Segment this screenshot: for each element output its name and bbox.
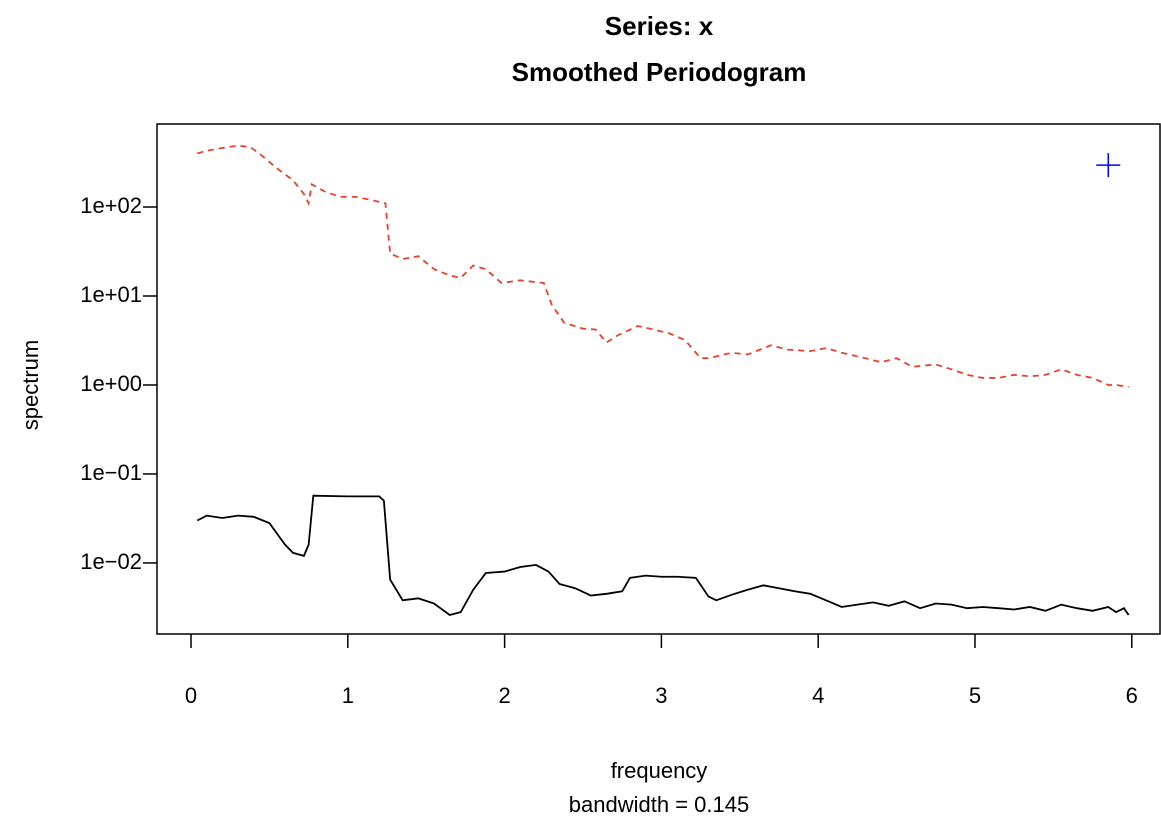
x-axis-sublabel: bandwidth = 0.145 (569, 792, 749, 817)
y-tick-label: 1e+02 (80, 193, 142, 218)
plot-frame (156, 123, 1161, 635)
x-tick-label: 4 (812, 683, 824, 708)
x-tick-label: 6 (1126, 683, 1138, 708)
y-tick-label: 1e+01 (80, 282, 142, 307)
chart-title: Series: x (605, 11, 714, 41)
x-tick-label: 2 (498, 683, 510, 708)
x-axis-label: frequency (611, 758, 708, 783)
x-tick-label: 1 (342, 683, 354, 708)
y-tick-label: 1e−02 (80, 549, 142, 574)
series-line (197, 144, 1129, 388)
x-tick-label: 5 (969, 683, 981, 708)
series-line (196, 494, 1130, 616)
y-tick-label: 1e−01 (80, 460, 142, 485)
bandwidth-cross (1096, 153, 1121, 178)
chart-subtitle: Smoothed Periodogram (512, 57, 807, 87)
y-axis-label: spectrum (18, 340, 43, 430)
x-tick-label: 0 (185, 683, 197, 708)
y-tick-label: 1e+00 (80, 371, 142, 396)
x-tick-label: 3 (655, 683, 667, 708)
